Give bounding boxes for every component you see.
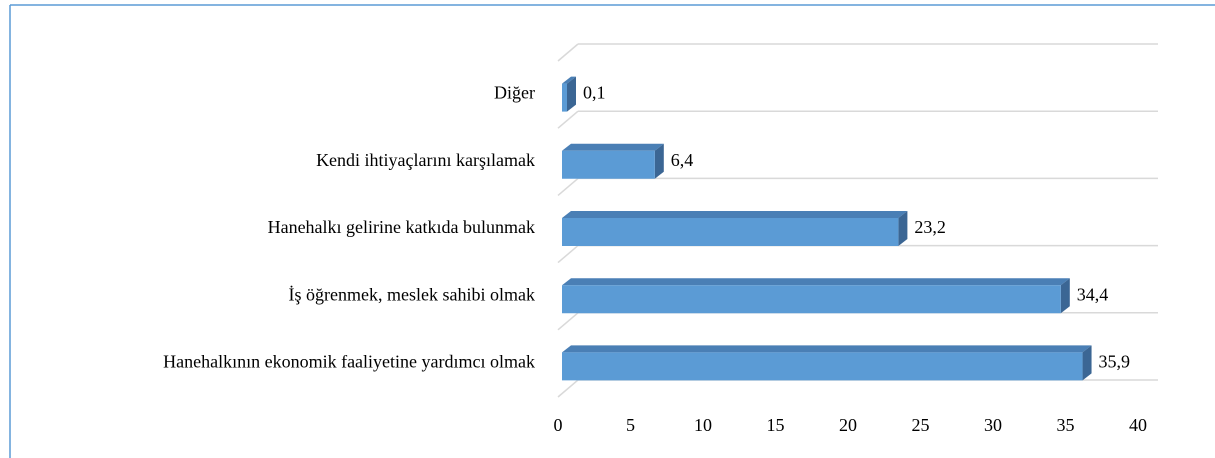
bar-side: [1082, 345, 1092, 381]
category-label: Hanehalkı gelirine katkıda bulunmak: [268, 217, 535, 237]
bar: [562, 278, 1070, 314]
value-label: 23,2: [914, 217, 946, 237]
bar-top: [562, 211, 908, 218]
bar-front: [562, 285, 1061, 314]
bar-side: [567, 76, 576, 112]
bar-side: [898, 211, 908, 246]
wall-line: [557, 245, 579, 264]
x-tick-label: 25: [912, 415, 930, 435]
x-tick-label: 15: [767, 415, 785, 435]
bar: [562, 211, 908, 246]
bar: [562, 76, 576, 112]
value-label: 6,4: [671, 150, 694, 170]
category-label: Hanehalkının ekonomik faaliyetine yardım…: [163, 352, 535, 372]
value-label: 34,4: [1077, 284, 1109, 304]
category-label: Diğer: [494, 83, 535, 103]
x-tick-label: 30: [984, 415, 1002, 435]
x-tick-label: 20: [839, 415, 857, 435]
wall-line: [557, 312, 579, 331]
x-tick-label: 0: [554, 415, 563, 435]
value-label: 0,1: [583, 83, 606, 103]
bar-top: [562, 76, 576, 84]
wall-line: [557, 43, 579, 62]
value-label: 35,9: [1099, 352, 1131, 372]
bar: [562, 143, 664, 179]
bar-front: [562, 218, 899, 246]
bar: [562, 345, 1092, 381]
bar-side: [654, 143, 664, 179]
category-label: İş öğrenmek, meslek sahibi olmak: [289, 284, 535, 304]
wall-line: [557, 110, 579, 129]
bar-front: [562, 352, 1083, 381]
wall-line: [557, 177, 579, 196]
bar-top: [562, 345, 1092, 353]
x-tick-label: 40: [1129, 415, 1147, 435]
bar-top: [562, 278, 1070, 286]
bar-front: [562, 83, 567, 112]
x-tick-label: 10: [694, 415, 712, 435]
bar-side: [1060, 278, 1070, 314]
wall-line: [557, 379, 579, 398]
bar-top: [562, 143, 664, 151]
x-tick-label: 35: [1057, 415, 1075, 435]
category-label: Kendi ihtiyaçlarını karşılamak: [316, 150, 535, 170]
x-tick-label: 5: [626, 415, 635, 435]
bar-front: [562, 150, 655, 179]
